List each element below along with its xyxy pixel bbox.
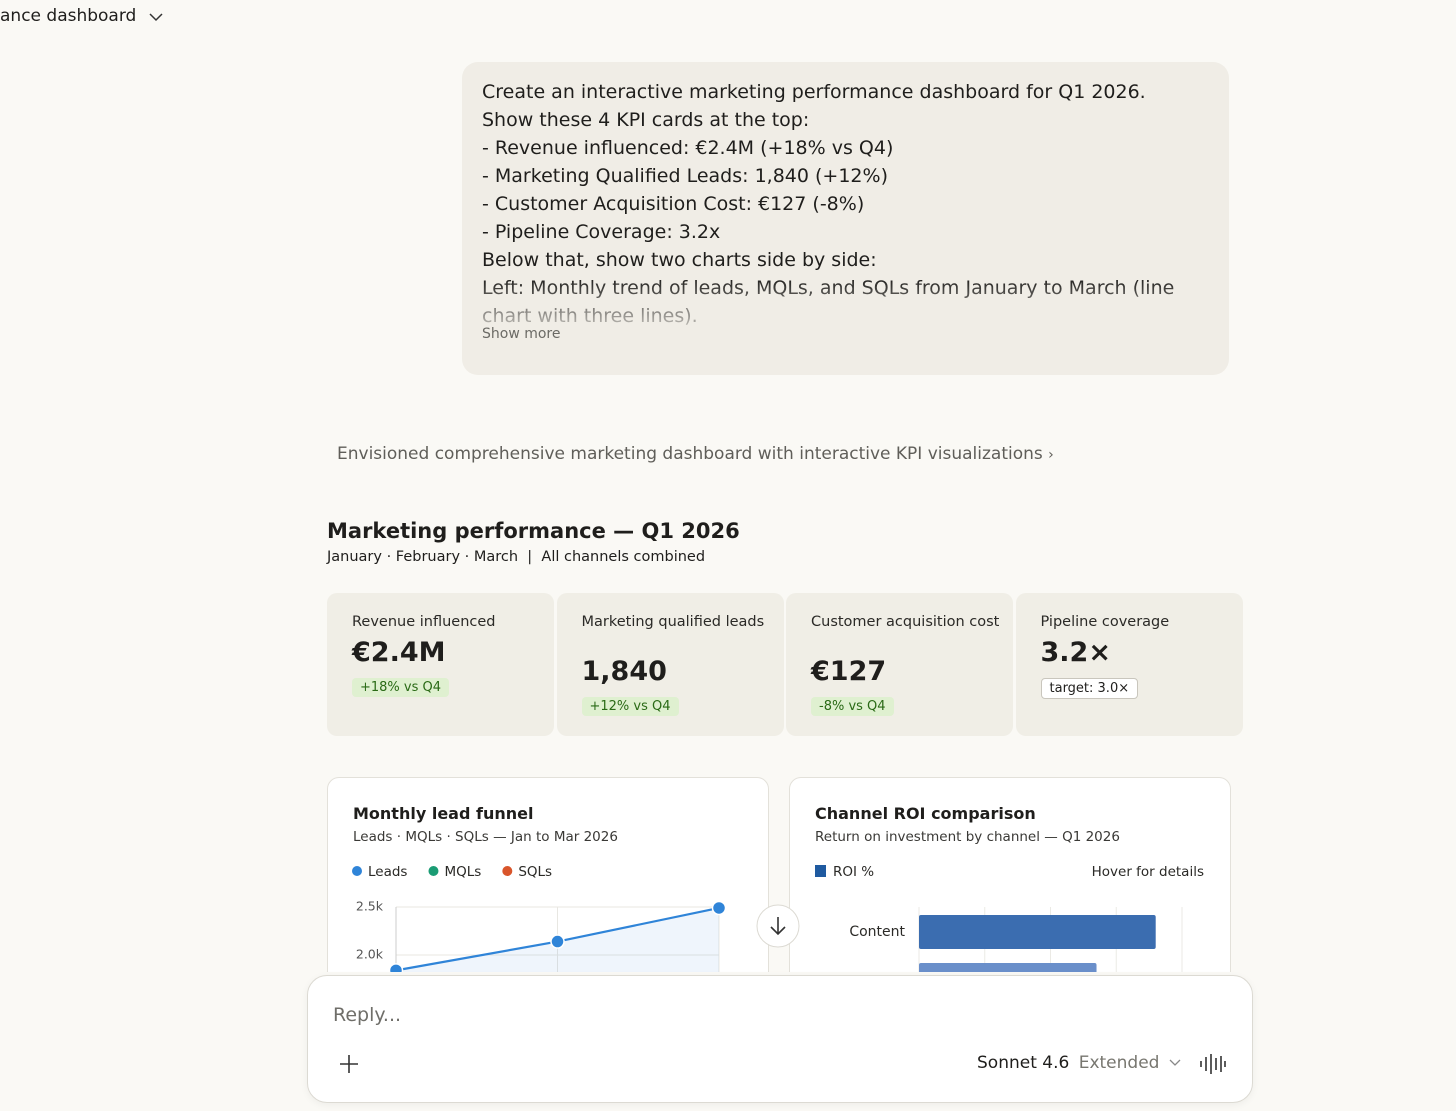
legend-dot <box>352 866 362 876</box>
user-message: Create an interactive marketing performa… <box>462 62 1229 375</box>
message-line: - Customer Acquisition Cost: €127 (-8%) <box>482 193 865 215</box>
kpi-label: Marketing qualified leads <box>581 614 765 630</box>
bar[interactable] <box>919 963 1097 972</box>
kpi-value: €127 <box>811 656 887 687</box>
message-line: - Revenue influenced: €2.4M (+18% vs Q4) <box>482 137 894 159</box>
chart-subtitle: Return on investment by channel — Q1 202… <box>815 829 1120 845</box>
model-name: Sonnet 4.6 <box>977 1053 1070 1073</box>
title-chevron[interactable] <box>148 10 164 24</box>
show-more[interactable]: Show more <box>482 326 561 342</box>
y-tick-label: 2.0k <box>356 947 384 962</box>
message-line: Show these 4 KPI cards at the top: <box>482 109 810 131</box>
kpi-label: Customer acquisition cost <box>811 614 1000 630</box>
legend-label: MQLs <box>444 864 481 880</box>
point <box>711 900 727 916</box>
kpi-value: 1,840 <box>581 656 667 687</box>
artifact-subtitle: January · February · March | All channel… <box>327 549 706 565</box>
point <box>550 934 565 949</box>
message-line: - Marketing Qualified Leads: 1,840 (+12%… <box>482 165 888 187</box>
kpi-card: Customer acquisition cost €127 -8% vs Q4 <box>786 593 1013 736</box>
chart-title: Channel ROI comparison <box>815 804 1036 823</box>
message-text: Create an interactive marketing performa… <box>482 78 1209 330</box>
charts: Leads MQLs SQLs 2.0k 2.5k ROI % Hover for deta… <box>352 864 1204 972</box>
scroll-down-button[interactable] <box>756 904 800 948</box>
thinking-summary[interactable]: Envisioned comprehensive marketing dashb… <box>337 444 1054 464</box>
kpi-label: Pipeline coverage <box>1040 614 1170 630</box>
message-line: Create an interactive marketing performa… <box>482 81 1146 103</box>
chart-subtitle: Leads · MQLs · SQLs — Jan to Mar 2026 <box>353 829 618 845</box>
chart-card: Monthly lead funnel Leads · MQLs · SQLs … <box>327 777 769 972</box>
kpi-delta: target: 3.0× <box>1040 678 1139 699</box>
reply-input[interactable]: Reply... <box>333 1004 402 1026</box>
kpi-card: Marketing qualified leads 1,840 +12% vs Q4 <box>556 593 784 736</box>
thinking-text: Envisioned comprehensive marketing dashb… <box>337 444 1043 464</box>
kpi-card: Pipeline coverage 3.2× target: 3.0× <box>1015 593 1243 736</box>
legend-label: SQLs <box>518 864 552 880</box>
kpi-value: 3.2× <box>1040 637 1111 668</box>
model-chevron <box>1169 1059 1181 1066</box>
legend-dot <box>502 866 513 876</box>
conversation: Create an interactive marketing performa… <box>327 62 1243 972</box>
kpi-card: Revenue influenced €2.4M +18% vs Q4 <box>327 593 554 736</box>
message-line: Below that, show two charts side by side… <box>482 249 877 271</box>
bar[interactable] <box>919 915 1156 949</box>
chart-title: Monthly lead funnel <box>353 804 534 823</box>
message-line: Left: Monthly trend of leads, MQLs, and … <box>482 277 1175 327</box>
model-mode: Extended <box>1078 1053 1160 1073</box>
y-tick-label: 2.5k <box>356 899 384 914</box>
kpi-value: €2.4M <box>352 637 446 668</box>
kpi-delta: -8% vs Q4 <box>811 697 894 716</box>
kpi-delta: +18% vs Q4 <box>352 678 450 697</box>
point <box>388 963 404 972</box>
chart-hint: Hover for details <box>1092 864 1204 880</box>
add-button[interactable] <box>338 1053 360 1075</box>
conversation-title[interactable]: ance dashboard <box>0 6 137 26</box>
composer: Reply... Sonnet 4.6 Extended <box>307 975 1253 1103</box>
kpi-delta: +12% vs Q4 <box>581 697 679 716</box>
legend-label: ROI % <box>833 864 874 880</box>
kpi-label: Revenue influenced <box>352 614 496 630</box>
legend-swatch <box>815 865 826 877</box>
legend-label: Leads <box>368 864 407 880</box>
category-label: Content <box>849 924 905 940</box>
voice-button[interactable] <box>1199 1052 1227 1076</box>
legend-dot <box>428 866 439 876</box>
model-selector[interactable]: Sonnet 4.6 Extended <box>977 1053 1181 1073</box>
message-line: - Pipeline Coverage: 3.2x <box>482 221 721 243</box>
artifact-title: Marketing performance — Q1 2026 <box>327 519 740 543</box>
